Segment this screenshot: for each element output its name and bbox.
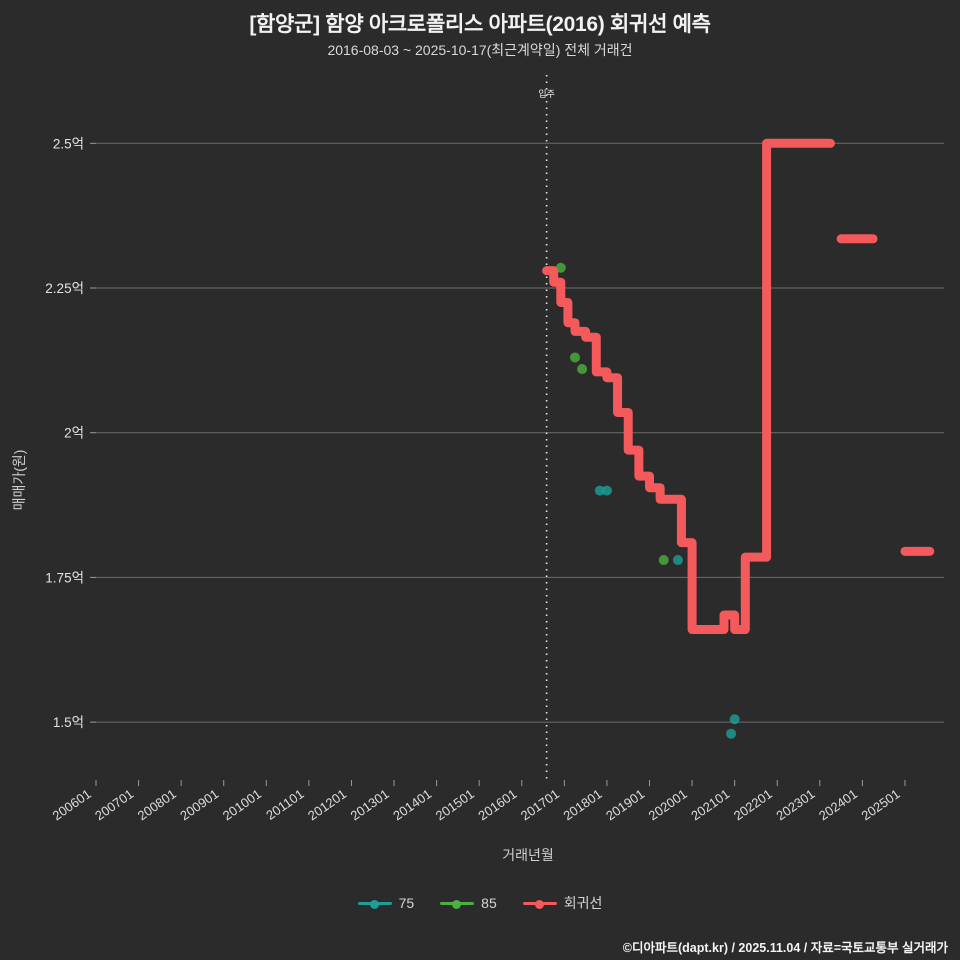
data-point-85	[555, 262, 566, 273]
x-axis-tick-label: 200601	[50, 786, 94, 823]
x-axis-tick-label: 201501	[433, 786, 477, 823]
legend-item-85[interactable]: 85	[440, 895, 497, 911]
y-axis-tick-label: 2.25억	[45, 281, 84, 296]
legend-label: 회귀선	[563, 895, 603, 911]
x-axis-tick-label: 201801	[561, 786, 605, 823]
legend-item-75[interactable]: 75	[357, 895, 415, 911]
x-axis-tick-label: 200901	[177, 786, 221, 823]
y-axis-tick-label: 2.5억	[53, 136, 84, 151]
legend-label: 75	[398, 895, 415, 911]
legend-swatch-icon	[522, 897, 557, 909]
y-axis-tick-label: 2억	[64, 426, 84, 441]
legend-swatch-icon	[440, 897, 475, 909]
legend-label: 85	[481, 895, 497, 911]
event-marker-label: 입주	[538, 88, 555, 99]
x-axis-tick-label: 202401	[816, 786, 860, 823]
x-axis-tick-label: 202001	[646, 786, 690, 823]
x-axis-tick-label: 201601	[475, 786, 519, 823]
x-axis-label: 거래년월	[502, 847, 554, 863]
data-point-75	[594, 485, 605, 496]
y-axis-label: 매매가(원)	[11, 450, 27, 511]
x-axis-tick-label: 202201	[731, 786, 775, 823]
x-axis-tick-label: 201101	[263, 786, 306, 823]
y-axis-tick-label: 1.75억	[45, 570, 84, 585]
series-group	[542, 138, 935, 739]
legend-swatch-icon	[357, 897, 392, 909]
data-point-85	[569, 352, 580, 363]
data-point-85	[577, 364, 588, 375]
x-axis-ticks	[95, 780, 906, 786]
x-axis-tick-label: 202501	[859, 786, 903, 823]
x-axis-tick-label: 201701	[518, 786, 562, 823]
x-axis-tick-label: 201001	[220, 786, 264, 823]
data-point-75	[672, 555, 683, 566]
regression-line	[542, 138, 835, 635]
page-title: [함양군] 함양 아크로폴리스 아파트(2016) 회귀선 예측	[249, 13, 711, 36]
x-axis-tick-label: 201401	[390, 786, 434, 823]
y-axis-tick-label: 1.5억	[53, 715, 84, 730]
legend-item-회귀선[interactable]: 회귀선	[522, 893, 603, 913]
data-point-75	[601, 485, 612, 496]
footer-credit: ©디아파트(dapt.kr) / 2025.11.04 / 자료=국토교통부 실…	[622, 941, 948, 955]
x-axis-tick-label: 200701	[92, 786, 136, 823]
gridlines-group	[90, 142, 944, 723]
x-axis-tick-label: 201301	[348, 786, 392, 823]
chart-legend: 75 85 회귀선	[0, 893, 960, 913]
x-axis-tick-label: 202301	[773, 786, 817, 823]
x-axis-tick-label: 200801	[135, 786, 179, 823]
data-point-75	[726, 728, 737, 739]
annotation-group: 입주	[538, 75, 555, 782]
data-point-75	[729, 714, 740, 725]
x-axis-tick-label: 202101	[688, 786, 732, 823]
y-axis-tick-labels: 2.5억 2.25억 2억 1.75억 1.5억	[45, 136, 84, 730]
x-axis-tick-label: 201201	[305, 786, 349, 823]
data-point-85	[658, 555, 669, 566]
x-axis-tick-label: 201901	[603, 786, 647, 823]
chart-subtitle: 2016-08-03 ~ 2025-10-17(최근계약일) 전체 거래건	[327, 42, 633, 58]
